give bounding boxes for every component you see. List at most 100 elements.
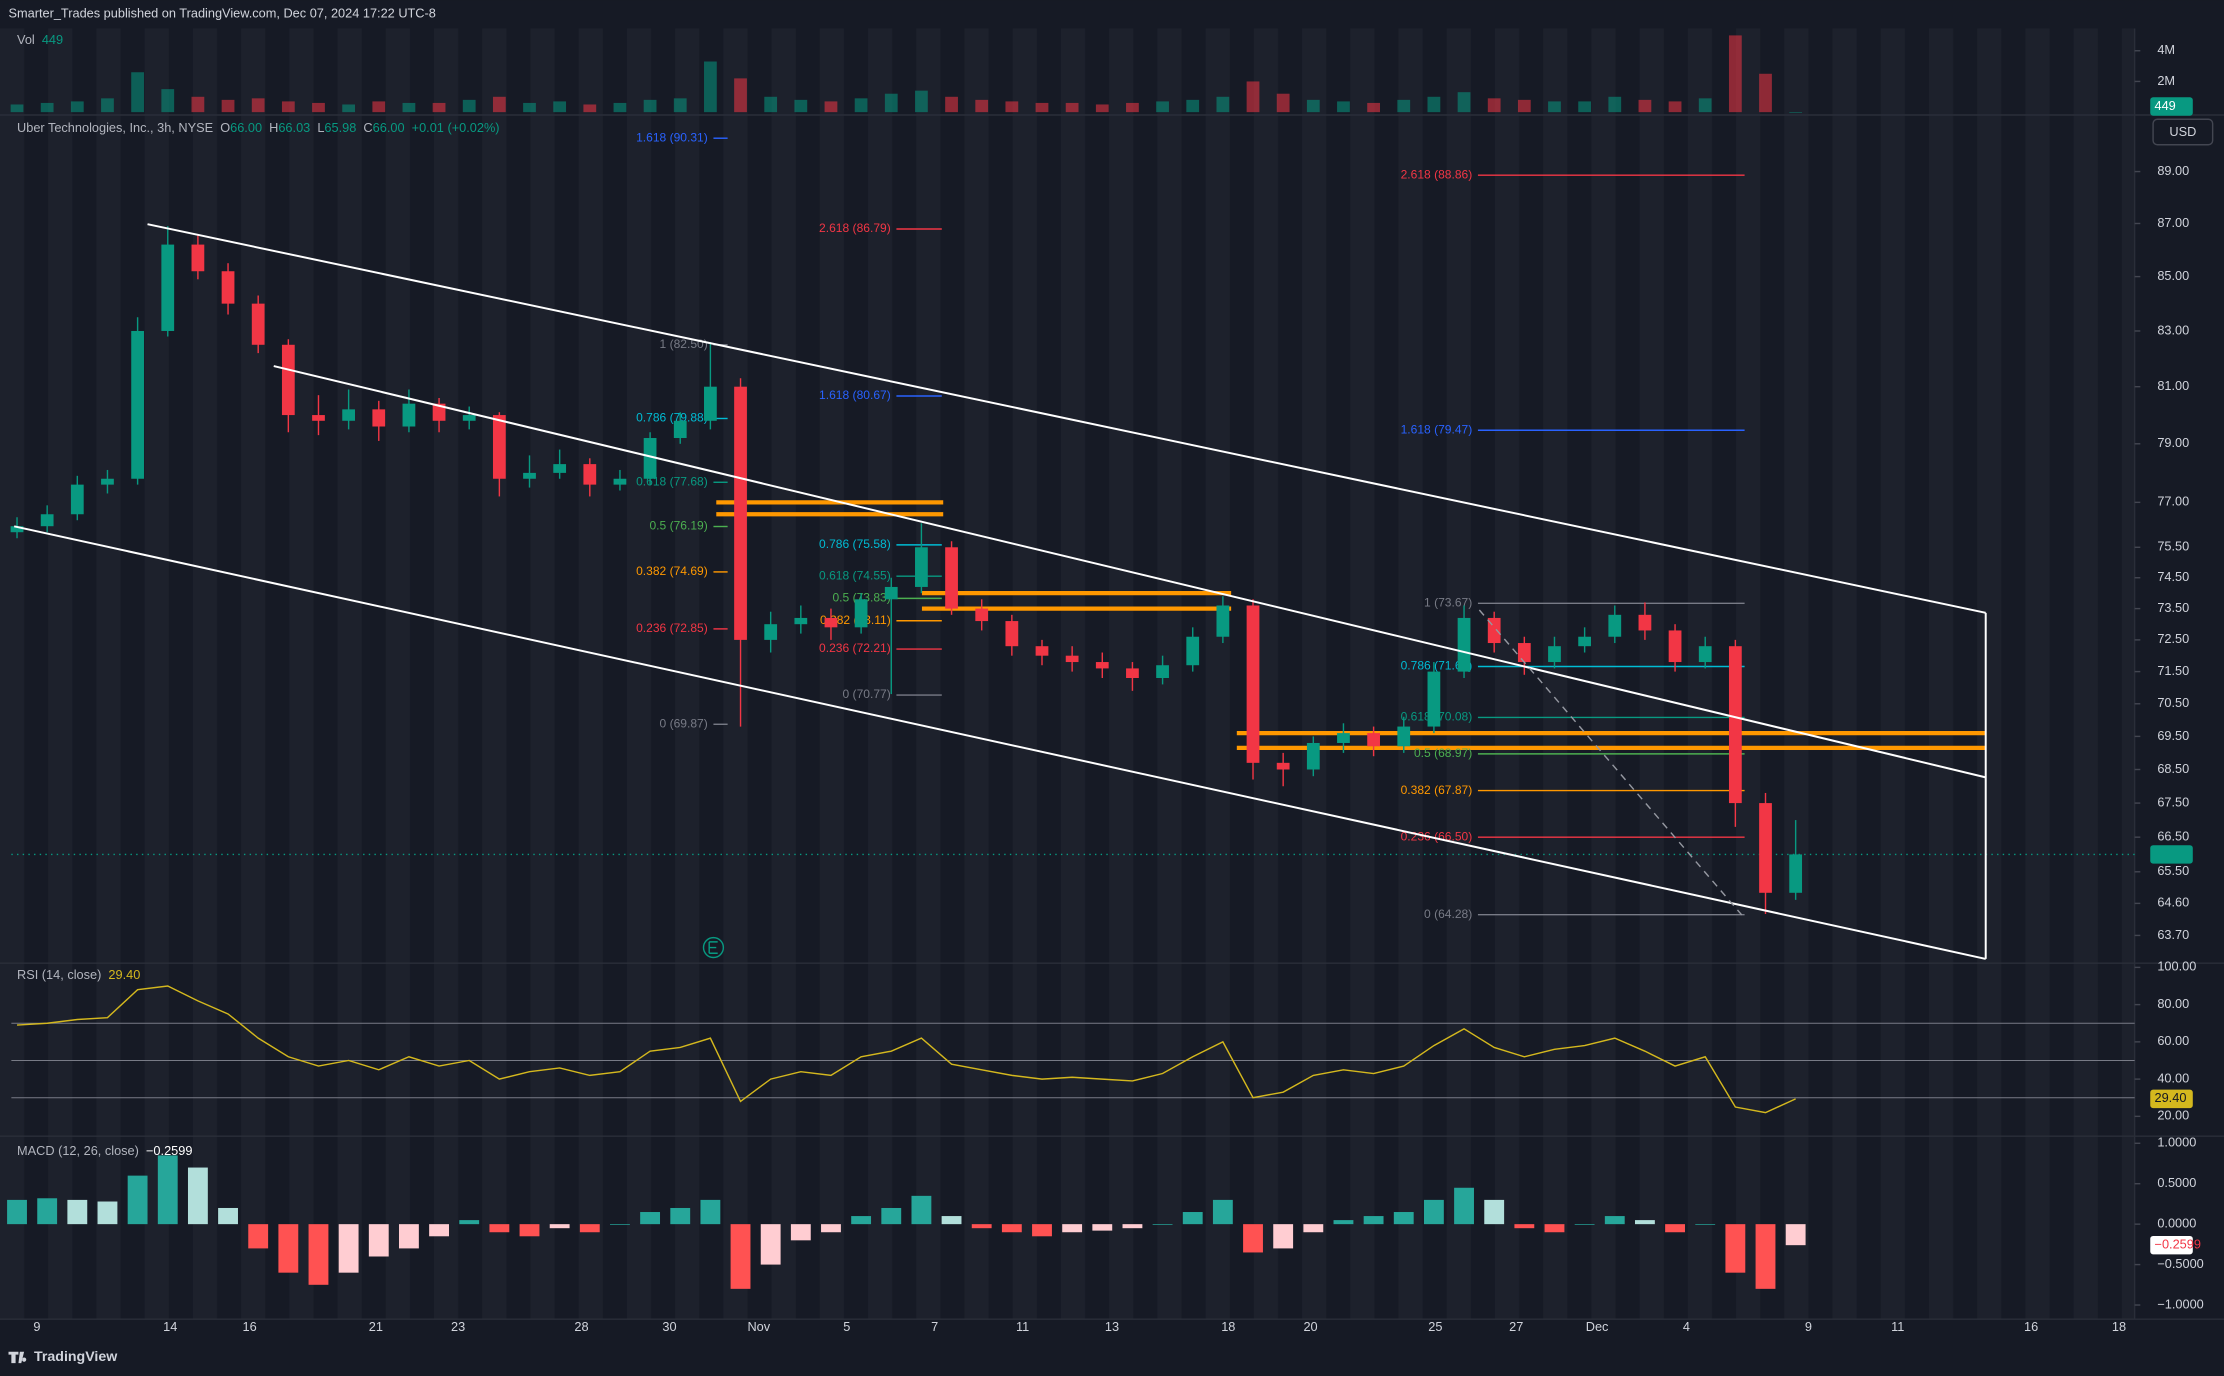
macd-bar <box>1152 1224 1173 1225</box>
macd-bar <box>1755 1224 1776 1289</box>
fib-label: 0.5 (76.19) <box>649 519 707 533</box>
candle-body <box>1548 646 1561 663</box>
publisher: Smarter_Trades published on TradingView.… <box>9 6 436 21</box>
volume-bar <box>523 102 536 113</box>
currency-box[interactable] <box>2152 118 2214 146</box>
macd-bar <box>1574 1224 1595 1225</box>
volume-bar <box>1367 102 1380 113</box>
macd-bar <box>218 1207 238 1225</box>
y-tick-label: 68.50 <box>2157 761 2189 776</box>
macd-bar <box>459 1220 480 1225</box>
y-tick-label: 0.5000 <box>2157 1175 2196 1190</box>
volume-bar <box>1668 101 1682 113</box>
macd-bar <box>1001 1224 1022 1233</box>
candle-body <box>1668 630 1682 663</box>
fib-label: 0.382 (67.87) <box>1401 783 1473 797</box>
volume-bar <box>1728 35 1742 113</box>
macd-bar <box>489 1224 510 1233</box>
macd-bar <box>1092 1224 1113 1231</box>
volume-bar <box>1005 101 1019 113</box>
legend-value: −0.2599 <box>146 1143 192 1158</box>
macd-bar <box>187 1167 208 1225</box>
candle-body <box>1578 636 1592 647</box>
candle-body <box>1457 617 1471 672</box>
fib-label: 2.618 (88.86) <box>1401 167 1473 181</box>
volume-bar <box>492 96 506 113</box>
volume-bar <box>221 99 235 113</box>
last-value: −0.2599 <box>2154 1237 2200 1252</box>
volume-bar <box>583 104 597 113</box>
y-tick-label: 20.00 <box>2157 1108 2189 1123</box>
volume-bar <box>101 98 114 113</box>
volume-bar <box>432 102 446 113</box>
candle-body <box>1337 733 1350 743</box>
candle-body <box>1698 646 1712 663</box>
fib-label: 0.236 (66.50) <box>1401 829 1473 843</box>
macd-bar <box>579 1224 600 1233</box>
macd-bar <box>1785 1224 1806 1246</box>
macd-bar <box>700 1199 721 1225</box>
macd-bar <box>1423 1199 1444 1225</box>
volume-bar <box>613 102 627 113</box>
fib-label: 0.236 (72.21) <box>819 641 891 655</box>
volume-bar <box>704 61 717 113</box>
x-tick-label: 5 <box>843 1319 850 1334</box>
candle-body <box>734 386 747 640</box>
legend-value: 29.40 <box>108 967 140 982</box>
legend-part: +0.01 (+0.02%) <box>412 121 500 136</box>
session-shading <box>0 28 2135 1320</box>
y-tick-label: 73.50 <box>2157 600 2189 615</box>
candle-body <box>1427 671 1441 727</box>
candle-body <box>583 464 597 485</box>
candle-body <box>1789 854 1803 893</box>
volume-bar <box>10 104 24 113</box>
volume-bar <box>1487 98 1501 113</box>
candle-body <box>1156 665 1169 679</box>
volume-bar <box>734 78 747 113</box>
legend-part: 66.00 <box>373 121 405 136</box>
volume-bar <box>824 101 838 113</box>
macd-legend: MACD (12, 26, close) −0.2599 <box>17 1143 192 1158</box>
candle-body <box>1246 605 1260 763</box>
y-tick-label: −1.0000 <box>2157 1296 2203 1311</box>
candle-body <box>191 244 205 272</box>
x-tick-label: 16 <box>2024 1319 2038 1334</box>
volume-bar <box>1397 99 1411 113</box>
y-tick-label: 81.00 <box>2157 378 2189 393</box>
volume-bar <box>1608 96 1622 113</box>
legend-part: MACD (12, 26, close) <box>17 1143 139 1158</box>
candle-body <box>1397 726 1411 747</box>
legend-part: Vol <box>17 33 35 48</box>
volume-legend: Vol 449 <box>17 33 63 48</box>
macd-bar <box>1393 1212 1414 1225</box>
fib-label: 1.618 (80.67) <box>819 388 891 402</box>
macd-bar <box>1122 1224 1143 1229</box>
macd-bar <box>1665 1224 1685 1233</box>
candle-body <box>432 403 446 421</box>
candle-body <box>1759 803 1772 893</box>
y-tick-label: 65.50 <box>2157 863 2189 878</box>
y-tick-label: 89.00 <box>2157 163 2189 178</box>
macd-bar <box>368 1224 389 1257</box>
earnings-icon[interactable] <box>702 936 725 959</box>
volume-bar <box>1427 96 1441 113</box>
last-value-badge <box>2150 1235 2193 1255</box>
x-tick-label: Nov <box>747 1319 770 1334</box>
y-tick-label: 85.00 <box>2157 268 2189 283</box>
y-tick-label: 77.00 <box>2157 494 2189 509</box>
x-tick-label: Dec <box>1586 1319 1609 1334</box>
macd-bar <box>640 1212 661 1225</box>
y-tick-label: −0.5000 <box>2157 1256 2203 1271</box>
macd-bar <box>519 1224 540 1237</box>
volume-bar <box>673 98 687 113</box>
candle-body <box>342 409 356 421</box>
x-tick-label: 13 <box>1105 1319 1119 1334</box>
y-tick-label: 75.50 <box>2157 539 2189 554</box>
macd-bar <box>821 1224 841 1233</box>
x-tick-label: 21 <box>369 1319 383 1334</box>
macd-bar <box>1454 1187 1474 1225</box>
volume-bar <box>402 102 416 113</box>
candle-body <box>161 244 175 331</box>
candle-body <box>854 599 868 628</box>
